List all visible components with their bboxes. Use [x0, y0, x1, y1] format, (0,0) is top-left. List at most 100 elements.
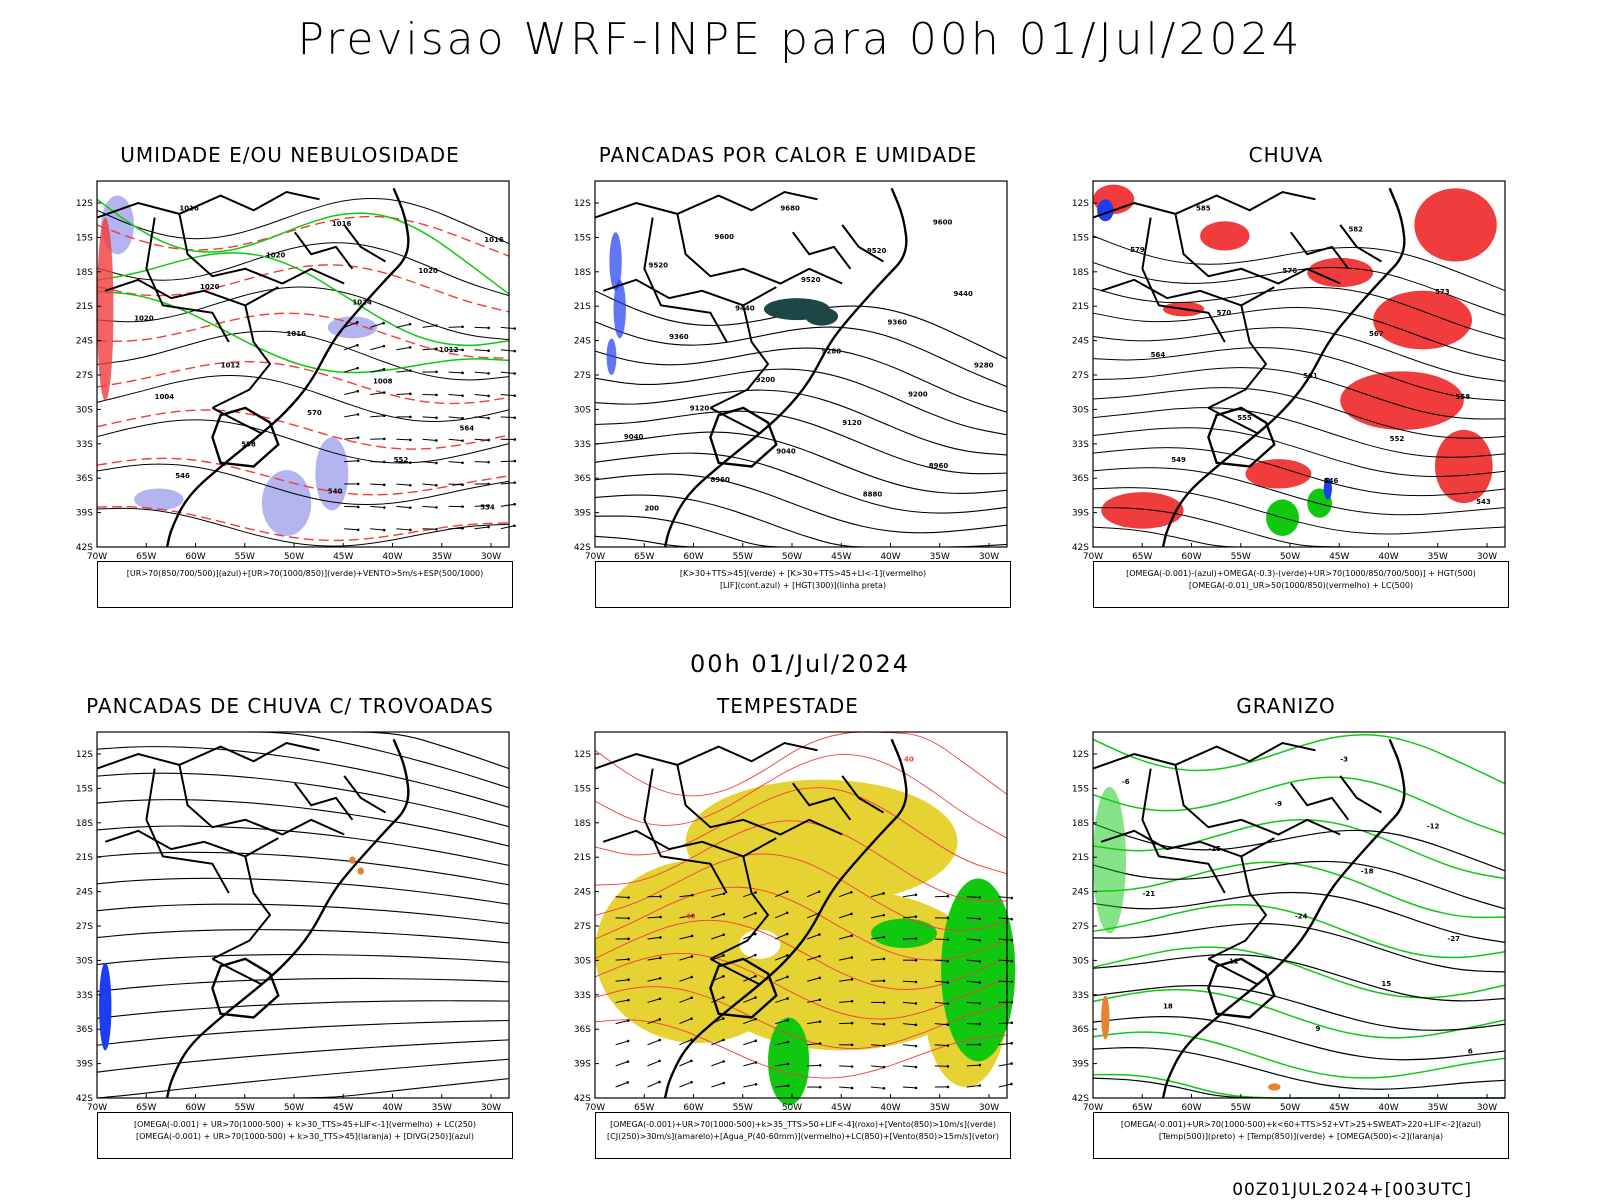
contour-label: -18	[1361, 868, 1374, 876]
wind-vector	[775, 976, 788, 982]
wind-vector	[448, 438, 463, 442]
wind-vector-head	[722, 975, 725, 978]
contour-label: -27	[1447, 935, 1460, 943]
wind-vector	[344, 505, 359, 508]
wind-vector-head	[356, 436, 360, 439]
lon-tick-label: 50W	[284, 552, 304, 562]
wind-vector	[448, 326, 463, 328]
wind-vector	[838, 935, 852, 940]
contour-label: 9280	[974, 362, 994, 370]
lat-tick-label: 24S	[1072, 337, 1089, 347]
wind-vector-head	[754, 1017, 757, 1021]
contour-line	[594, 731, 1008, 797]
wind-vector-head	[850, 956, 854, 959]
border-line	[1141, 217, 1226, 343]
wind-vector	[870, 892, 884, 898]
wind-vector	[775, 1063, 789, 1067]
wind-vector-head	[461, 348, 464, 352]
contour-label: 552	[1390, 435, 1405, 443]
contour-label: 543	[1476, 498, 1491, 506]
wind-vector-head	[850, 912, 853, 916]
wind-vector	[966, 1084, 980, 1088]
wind-vector	[422, 348, 437, 351]
border-line	[293, 231, 354, 270]
wind-vector	[370, 345, 384, 351]
wind-vector-head	[435, 483, 438, 487]
border-line	[594, 190, 818, 219]
map-frame	[1092, 180, 1506, 548]
coastline	[1161, 738, 1406, 1099]
contour-label: 40	[686, 913, 696, 921]
lon-tick-label: 70W	[1083, 552, 1103, 562]
wind-vector-head	[850, 1086, 854, 1090]
lat-tick-label: 24S	[76, 888, 93, 898]
wind-vector-head	[818, 1064, 822, 1067]
wind-vector-head	[356, 413, 360, 416]
contour-line	[1092, 307, 1506, 362]
lon-tick-label: 35W	[432, 1103, 452, 1113]
wind-vector-head	[513, 394, 517, 397]
wind-vector	[679, 997, 692, 1003]
contour-line	[1092, 427, 1506, 477]
wind850-green	[768, 1017, 810, 1106]
humidity-shade	[261, 470, 312, 537]
wind-vector-head	[690, 1080, 693, 1084]
lon-tick-label: 65W	[136, 1103, 156, 1113]
wind-vector-head	[658, 1018, 662, 1021]
wind-vector-head	[850, 1043, 854, 1047]
border-line	[643, 217, 728, 343]
contour-line	[1092, 235, 1506, 292]
wind-vector-head	[722, 1017, 725, 1020]
wind-vector-head	[356, 528, 360, 532]
border-line	[643, 768, 728, 894]
wind-vector-head	[946, 1023, 950, 1027]
border-line	[1141, 768, 1226, 894]
panel-title: PANCADAS POR CALOR E UMIDADE	[598, 143, 978, 167]
lat-tick-label: 21S	[1072, 302, 1089, 312]
wind-vector-head	[754, 974, 757, 978]
contour-line	[1092, 822, 1506, 872]
wind-vector-head	[1010, 896, 1013, 900]
wind-vector-head	[659, 895, 662, 898]
lon-tick-label: 30W	[979, 552, 999, 562]
lon-tick-label: 40W	[1378, 552, 1398, 562]
contour-line	[1092, 347, 1506, 402]
wind-vector-head	[513, 502, 516, 506]
wind-vector	[807, 999, 821, 1003]
wind-vector	[775, 912, 788, 919]
wind-vector-head	[461, 461, 464, 465]
legend-line: [OMEGA(-0.001)+UR>70(1000-500)+k<60+TTS>…	[1120, 1120, 1482, 1129]
wind-vector	[500, 503, 515, 507]
contour-line	[96, 360, 510, 405]
wind-vector	[934, 959, 948, 962]
wind-vector-head	[627, 978, 630, 982]
panel-title: CHUVA	[1248, 143, 1324, 167]
wind-vector-head	[786, 954, 789, 957]
jet-yellow	[685, 779, 958, 905]
lon-tick-label: 30W	[1477, 1103, 1497, 1113]
streamline	[96, 1019, 510, 1046]
wind-vector-head	[946, 1085, 950, 1089]
legend-line: [Temp(500)](preto) + [Temp(850)](verde) …	[1158, 1132, 1444, 1141]
legend-line: [OMEGA(-0.001) + UR>70(1000-500) + k>30_…	[133, 1120, 477, 1129]
wind-vector	[422, 483, 437, 486]
wind-vector-head	[487, 326, 490, 330]
lon-tick-label: 70W	[585, 552, 605, 562]
lon-tick-label: 45W	[333, 1103, 353, 1113]
wind-vector	[838, 891, 852, 898]
legend-line: [OMEGA(-0.01)_UR>50(1000/850)(vermelho) …	[1188, 581, 1414, 590]
contour-label: 8960	[929, 462, 949, 470]
contour-label: 570	[307, 409, 322, 417]
wind-vector	[806, 912, 820, 919]
contour-line	[594, 389, 1008, 456]
contour-label: 1024	[352, 299, 372, 307]
lat-tick-label: 27S	[574, 922, 591, 932]
lon-tick-label: 55W	[235, 1103, 255, 1113]
wind-vector	[870, 1065, 885, 1068]
wind-vector	[500, 394, 515, 397]
wind-vector-head	[382, 437, 386, 441]
contour-line	[594, 473, 1008, 534]
wind-vector-head	[435, 393, 438, 397]
lon-tick-label: 70W	[87, 1103, 107, 1113]
wind-vector-head	[914, 893, 918, 897]
